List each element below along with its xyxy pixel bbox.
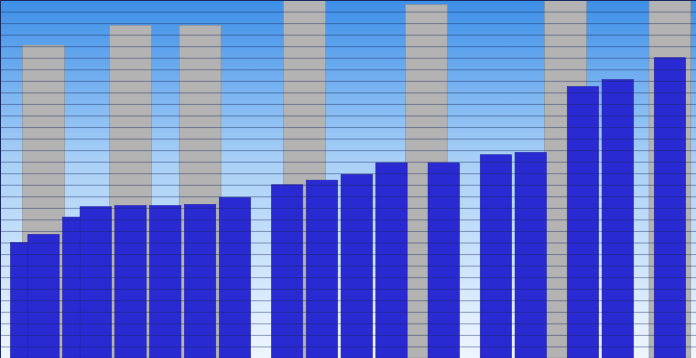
series-0 (23, 0, 691, 358)
tower (271, 185, 302, 358)
grid-line (0, 300, 696, 301)
grid-line (0, 162, 696, 163)
background (0, 0, 696, 358)
grid-line (0, 46, 696, 47)
grid-line (0, 289, 696, 290)
tick (0, 139, 696, 140)
grid-line (0, 104, 696, 105)
bars (10, 0, 690, 358)
grid-line (0, 254, 696, 255)
tick (0, 185, 696, 186)
background-tower (649, 0, 691, 358)
tick (0, 312, 696, 313)
grid-line (0, 150, 696, 151)
background-tower (110, 25, 152, 358)
tick (0, 254, 696, 255)
tick (0, 289, 696, 290)
grid-line (0, 92, 696, 93)
tower (602, 80, 633, 358)
y-axis (0, 1, 696, 358)
tower (306, 180, 337, 358)
grid-line (0, 115, 696, 116)
grid-line (0, 173, 696, 174)
grid-line (0, 12, 696, 13)
background-tower (23, 45, 65, 358)
tick (0, 69, 696, 70)
grid-line (0, 335, 696, 336)
tick (0, 35, 696, 36)
grid-line (0, 266, 696, 267)
grid-line (0, 127, 696, 128)
tick (0, 173, 696, 174)
grid-line (0, 23, 696, 24)
tick (0, 196, 696, 197)
tick (0, 81, 696, 82)
grid-line (0, 208, 696, 209)
grid-line (0, 219, 696, 220)
tick (0, 104, 696, 105)
tower (376, 163, 407, 358)
grid-line (0, 312, 696, 313)
tick (0, 58, 696, 59)
grid-line (0, 58, 696, 59)
tick (0, 0, 696, 1)
tick (0, 23, 696, 24)
grid-line (0, 346, 696, 347)
plot (0, 0, 696, 358)
tick (0, 243, 696, 244)
tower (654, 58, 685, 358)
grid-line (0, 35, 696, 36)
tick (0, 127, 696, 128)
tick (0, 162, 696, 163)
tower (428, 163, 459, 358)
grid-line (0, 81, 696, 82)
tower (28, 234, 59, 358)
tick (0, 208, 696, 209)
background-tower (179, 25, 221, 358)
tower (184, 204, 215, 358)
tick (0, 219, 696, 220)
chart (0, 0, 696, 358)
tick (0, 115, 696, 116)
tick (0, 300, 696, 301)
tick (0, 12, 696, 13)
grid-line (0, 231, 696, 232)
grid-line (0, 0, 696, 1)
series-1 (10, 58, 685, 358)
grid-line (0, 277, 696, 278)
tick (0, 346, 696, 347)
tick (0, 335, 696, 336)
tick (0, 46, 696, 47)
tick (0, 150, 696, 151)
grid-line (0, 243, 696, 244)
grid-line (0, 139, 696, 140)
axis-line (1, 1, 696, 358)
tick (0, 92, 696, 93)
tick (0, 231, 696, 232)
tick (0, 323, 696, 324)
grid-line (0, 323, 696, 324)
grid-line (0, 185, 696, 186)
tick (0, 277, 696, 278)
tower (515, 152, 546, 358)
tick (0, 266, 696, 267)
grid-line (0, 69, 696, 70)
grid-line (0, 196, 696, 197)
